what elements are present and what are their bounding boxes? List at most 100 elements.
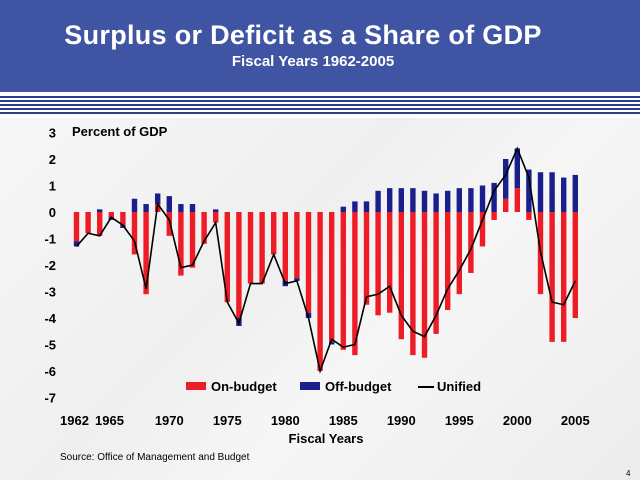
off-budget-bar <box>340 206 346 212</box>
legend-label-unified: Unified <box>437 379 481 394</box>
off-budget-bar <box>375 190 381 212</box>
on-budget-bar <box>73 212 80 242</box>
on-budget-bar <box>456 212 462 295</box>
off-budget-bar <box>352 201 358 212</box>
on-budget-bar <box>247 212 254 284</box>
on-budget-bar <box>201 212 207 244</box>
off-budget-bar <box>456 188 462 212</box>
on-budget-bar <box>503 198 509 212</box>
off-budget-bar <box>514 148 520 189</box>
on-budget-bar <box>375 212 381 316</box>
off-budget-bar <box>294 278 300 281</box>
page-number: 4 <box>626 469 631 478</box>
on-budget-bar <box>166 212 172 236</box>
off-budget-bar <box>479 185 486 212</box>
legend-label-off-budget: Off-budget <box>325 379 392 394</box>
off-budget-bar <box>445 190 451 212</box>
on-budget-bar <box>491 212 497 220</box>
y-axis-label: Percent of GDP <box>72 124 168 139</box>
unified-line <box>75 146 577 374</box>
on-budget-bar <box>178 212 184 276</box>
on-budget-bar <box>108 212 114 218</box>
on-budget-bar <box>549 212 555 342</box>
off-budget-bar <box>537 172 544 212</box>
off-budget-bar <box>572 174 578 212</box>
on-budget-bar <box>433 212 439 334</box>
title-banner: Surplus or Deficit as a Share of GDP Fis… <box>0 0 640 92</box>
chart-legend: On-budget Off-budget Unified <box>186 379 481 394</box>
off-budget-bar <box>178 204 184 212</box>
x-tick-label: 2005 <box>561 413 590 428</box>
on-budget-bar <box>282 212 288 281</box>
on-budget-bar <box>468 212 474 273</box>
y-tick-label: -1 <box>44 232 56 247</box>
on-budget-bar <box>143 212 149 295</box>
x-tick-label: 1985 <box>329 413 358 428</box>
off-budget-bar <box>549 172 555 212</box>
on-budget-bar <box>445 212 451 311</box>
off-budget-bar <box>73 241 80 247</box>
on-budget-bar <box>514 188 520 212</box>
x-tick-label: 1980 <box>271 413 300 428</box>
x-tick-label: 1975 <box>213 413 242 428</box>
y-tick-label: 2 <box>49 152 56 167</box>
off-budget-bar <box>189 204 196 212</box>
y-tick-label: -4 <box>44 311 56 326</box>
on-budget-bar <box>317 212 323 371</box>
on-budget-bar <box>120 212 126 226</box>
on-budget-bar <box>398 212 404 340</box>
y-tick-label: 1 <box>49 179 56 194</box>
on-budget-bar <box>85 212 91 234</box>
on-budget-bar <box>352 212 358 356</box>
x-tick-label: 1970 <box>155 413 184 428</box>
off-budget-bar <box>433 193 439 212</box>
off-budget-bar <box>363 201 370 212</box>
off-budget-bar <box>213 209 219 212</box>
y-tick-label: 0 <box>49 205 56 220</box>
on-budget-bar <box>271 212 277 255</box>
off-budget-bar <box>329 341 335 345</box>
on-budget-bar <box>97 212 103 236</box>
y-tick-label: -7 <box>44 391 56 406</box>
on-budget-bar <box>340 212 346 350</box>
off-budget-bar <box>491 182 497 212</box>
y-tick-label: -2 <box>44 258 56 273</box>
x-tick-label: 1990 <box>387 413 416 428</box>
off-budget-bar <box>166 196 172 212</box>
off-budget-bar <box>410 188 416 212</box>
x-tick-label: 2000 <box>503 413 532 428</box>
off-budget-bar <box>526 169 532 212</box>
x-axis-ticks: 1962 1965 1970 1975 1980 1985 1990 1995 2000 2005 <box>60 413 590 428</box>
on-budget-bar <box>387 212 393 313</box>
on-budget-bar <box>213 212 219 223</box>
y-tick-label: 3 <box>49 126 56 141</box>
x-tick-label: 1995 <box>445 413 474 428</box>
x-tick-label: 1962 <box>60 413 89 428</box>
on-budget-bar <box>363 212 370 305</box>
on-budget-bar <box>329 212 335 342</box>
on-budget-bar <box>224 212 230 303</box>
off-budget-bar <box>97 209 103 212</box>
legend-swatch-on-budget <box>186 382 206 390</box>
y-tick-label: -6 <box>44 364 56 379</box>
y-tick-label: -5 <box>44 338 56 353</box>
off-budget-bar <box>131 198 138 212</box>
on-budget-bar <box>421 212 428 358</box>
on-budget-bar <box>259 212 265 284</box>
off-budget-bar <box>398 188 404 212</box>
y-tick-label: -3 <box>44 285 56 300</box>
on-budget-bar <box>131 212 138 255</box>
legend-swatch-off-budget <box>300 382 320 390</box>
source-note: Source: Office of Management and Budget <box>60 452 250 463</box>
off-budget-bar <box>561 177 567 212</box>
slide-title: Surplus or Deficit as a Share of GDP <box>64 20 542 50</box>
on-budget-bar <box>189 212 196 268</box>
x-tick-label: 1965 <box>95 413 124 428</box>
on-budget-bar <box>410 212 416 356</box>
off-budget-bar <box>421 190 428 212</box>
on-budget-bar <box>236 212 242 318</box>
off-budget-bar <box>503 159 509 199</box>
on-budget-bar <box>305 212 312 313</box>
on-budget-bar <box>479 212 486 247</box>
